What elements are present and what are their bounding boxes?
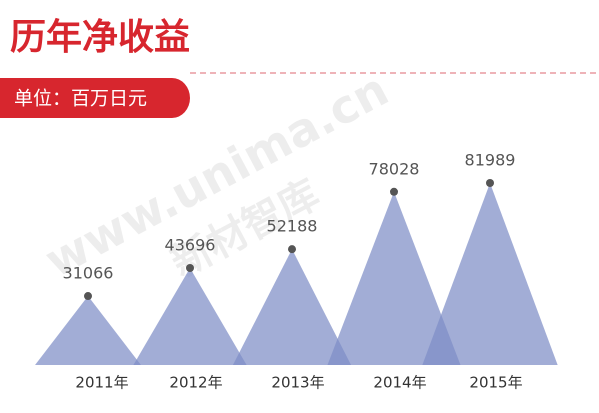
value-label: 31066 (63, 264, 114, 283)
unit-label: 单位：百万日元 (14, 88, 147, 110)
chart-title: 历年净收益 (10, 16, 190, 58)
x-tick-label: 2014年 (373, 374, 426, 392)
value-label: 81989 (465, 151, 516, 170)
peak (327, 191, 461, 365)
peak (232, 249, 352, 365)
peak-dot (84, 292, 92, 301)
value-label: 43696 (165, 236, 216, 255)
x-tick-label: 2011年 (75, 374, 128, 392)
peak-dot (186, 264, 194, 273)
peak-dot (288, 245, 296, 254)
x-tick-label: 2015年 (469, 374, 522, 392)
peak (422, 183, 558, 365)
peak-dot (390, 187, 398, 196)
peak (133, 268, 247, 365)
unit-banner (0, 78, 190, 118)
x-tick-label: 2012年 (169, 374, 222, 392)
peak-dot (486, 179, 494, 187)
value-label: 52188 (267, 217, 318, 236)
value-label: 78028 (369, 159, 420, 178)
peak (35, 296, 141, 365)
x-tick-label: 2013年 (271, 374, 324, 392)
